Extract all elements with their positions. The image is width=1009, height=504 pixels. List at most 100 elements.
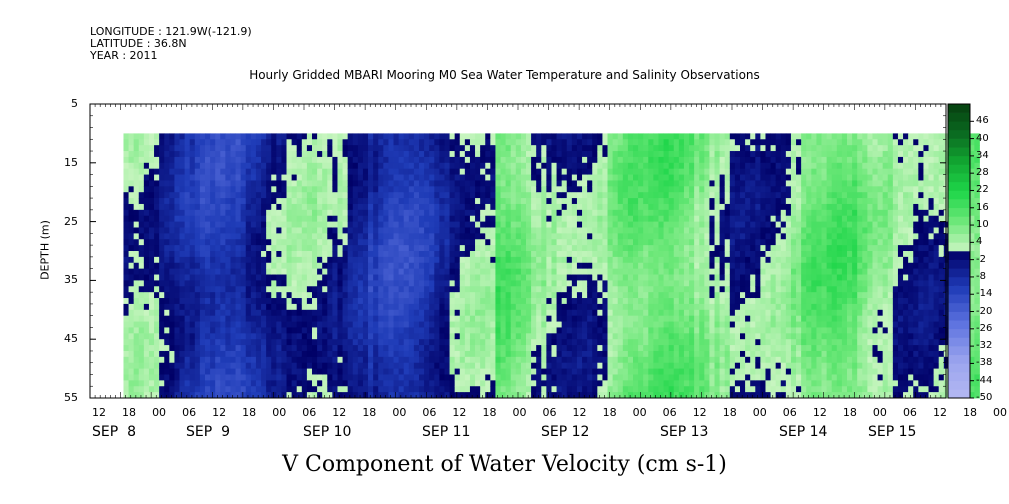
heatmap-cell [648,339,654,346]
heatmap-cell [587,280,593,287]
heatmap-cell [663,333,670,340]
heatmap-cell [327,192,333,199]
heatmap-cell [582,274,588,281]
heatmap-cell [291,209,298,217]
heatmap-cell [454,339,461,346]
heatmap-cell [337,286,343,293]
heatmap-cell [546,186,552,193]
heatmap-cell [541,239,547,246]
heatmap-cell [169,262,175,270]
heatmap-cell [271,339,277,346]
heatmap-cell [536,180,542,187]
heatmap-cell [210,345,216,352]
heatmap-cell [143,333,150,340]
heatmap-cell [362,245,369,252]
heatmap-cell [128,186,135,193]
heatmap-cell [220,168,226,175]
heatmap-cell [648,215,654,222]
heatmap-cell [597,356,603,364]
heatmap-cell [464,151,471,158]
heatmap-cell [301,309,308,317]
heatmap-cell [571,280,578,287]
heatmap-cell [352,227,359,234]
heatmap-cell [291,192,298,199]
heatmap-cell [317,198,323,205]
heatmap-cell [439,292,445,299]
heatmap-cell [184,380,191,387]
heatmap-cell [266,350,272,358]
heatmap-cell [454,292,461,299]
heatmap-cell [388,198,394,205]
heatmap-cell [286,315,293,322]
heatmap-cell [317,298,323,305]
heatmap-cell [388,380,394,387]
heatmap-cell [541,333,547,340]
heatmap-cell [322,151,328,158]
heatmap-cell [255,156,262,164]
heatmap-cell [408,280,415,287]
heatmap-cell [419,198,425,205]
heatmap-cell [276,315,282,322]
heatmap-cell [332,239,338,246]
heatmap-cell [454,392,461,399]
heatmap-cell [255,221,262,228]
heatmap-cell [663,350,670,358]
heatmap-cell [215,374,221,381]
heatmap-cell [490,362,496,369]
heatmap-cell [597,386,603,393]
heatmap-cell [230,180,236,187]
heatmap-cell [490,356,496,364]
heatmap-cell [322,274,328,281]
heatmap-cell [612,280,619,287]
heatmap-cell [500,345,507,352]
heatmap-cell [551,368,557,375]
heatmap-cell [123,174,129,181]
heatmap-cell [638,303,644,311]
heatmap-cell [123,292,129,299]
heatmap-cell [561,221,568,228]
heatmap-cell [205,262,211,270]
heatmap-cell [164,145,170,152]
heatmap-cell [230,198,236,205]
heatmap-cell [286,368,293,375]
heatmap-cell [332,156,338,164]
heatmap-cell [169,327,175,334]
heatmap-cell [648,315,654,322]
heatmap-cell [454,233,461,240]
heatmap-cell [220,292,226,299]
heatmap-cell [301,380,308,387]
heatmap-cell [312,262,318,270]
heatmap-cell [602,233,608,240]
heatmap-cell [464,133,471,140]
heatmap-cell [627,268,634,275]
heatmap-cell [128,321,135,328]
heatmap-cell [587,362,593,369]
heatmap-cell [678,233,685,240]
heatmap-cell [541,321,547,328]
heatmap-cell [133,262,140,270]
heatmap-cell [633,180,639,187]
heatmap-cell [673,251,680,258]
heatmap-cell [597,286,603,293]
heatmap-cell [582,256,588,264]
heatmap-cell [607,345,614,352]
heatmap-cell [500,327,507,334]
heatmap-cell [612,156,619,164]
heatmap-cell [133,239,140,246]
heatmap-cell [592,339,598,346]
heatmap-cell [683,362,690,369]
heatmap-cell [490,380,496,387]
heatmap-cell [459,151,466,158]
heatmap-cell [505,139,512,146]
heatmap-cell [663,133,670,140]
heatmap-cell [505,256,512,264]
heatmap-cell [413,221,420,228]
heatmap-cell [500,339,507,346]
heatmap-cell [571,380,578,387]
heatmap-cell [429,145,435,152]
heatmap-cell [398,356,405,364]
heatmap-cell [154,274,160,281]
heatmap-cell [668,156,675,164]
heatmap-cell [413,298,420,305]
heatmap-cell [128,139,135,146]
